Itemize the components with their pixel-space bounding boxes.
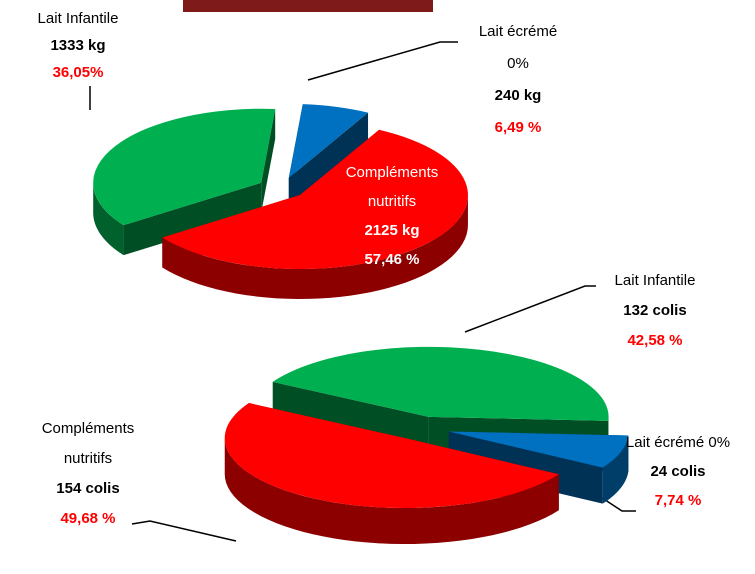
percent-label: 36,05% [52, 64, 104, 81]
slice-top [448, 431, 629, 468]
data-label: Lait écrémé 0% 240 kg 6,49 % [468, 16, 568, 144]
pie-slice [224, 403, 559, 545]
amount-label: 154 colis [56, 480, 120, 497]
slice-side [602, 435, 629, 504]
amount-label: 1333 kg [50, 37, 106, 54]
leader-line [307, 41, 458, 81]
pie-slice [93, 108, 276, 256]
percent-label: 7,74 % [654, 492, 702, 509]
amount-label: 24 colis [650, 463, 706, 480]
slice-wall [288, 112, 369, 208]
slice-side [93, 182, 124, 256]
slice-top [224, 403, 559, 509]
category-label: Compléments nutritifs [41, 420, 135, 467]
data-label: Compléments nutritifs 2125 kg 57,46 % [337, 158, 447, 274]
percent-label: 49,68 % [60, 510, 116, 527]
data-label: Compléments nutritifs 154 colis 49,68 % [18, 414, 158, 534]
pie-slice [162, 129, 468, 300]
slice-side [224, 438, 559, 545]
category-label: Lait écrémé 0% [478, 23, 558, 72]
data-label: Lait Infantile 1333 kg 36,05% [18, 5, 138, 86]
category-label: Lait Infantile [37, 10, 119, 27]
percent-label: 42,58 % [627, 332, 683, 349]
category-label: Lait Infantile [614, 272, 696, 289]
slice-top [272, 346, 609, 421]
leader-line [131, 520, 237, 542]
category-label: Compléments nutritifs [345, 164, 439, 210]
slice-top [162, 129, 468, 270]
percent-label: 57,46 % [364, 251, 420, 268]
percent-label: 6,49 % [494, 119, 542, 136]
leader-line [464, 285, 596, 333]
category-label: Lait écrémé 0% [625, 434, 731, 451]
amount-label: 132 colis [623, 302, 687, 319]
slice-top [93, 108, 276, 226]
leader-lines [89, 41, 636, 542]
amount-label: 2125 kg [364, 222, 420, 239]
slice-wall [261, 108, 276, 213]
slice-top [288, 104, 369, 178]
title-box [183, 0, 433, 12]
amount-label: 240 kg [494, 87, 542, 104]
data-label: Lait Infantile 132 colis 42,58 % [595, 266, 715, 356]
slice-side [162, 195, 468, 300]
pie-slice [288, 104, 369, 208]
data-label: Lait écrémé 0% 24 colis 7,74 % [623, 428, 733, 515]
slice-wall [123, 182, 262, 256]
